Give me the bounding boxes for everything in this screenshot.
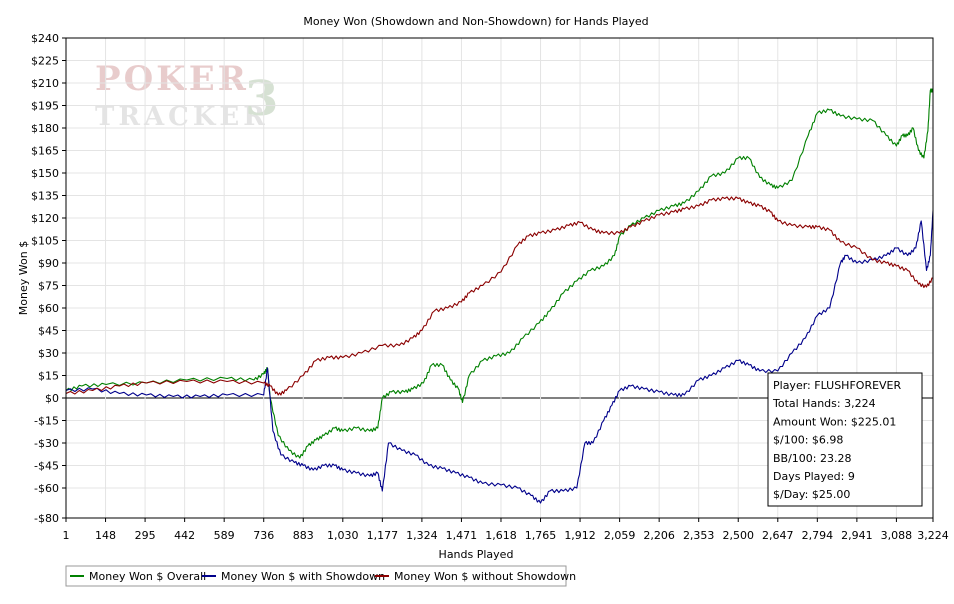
y-axis: -$80 -$60 -$45 -$30 -$15 $0 $15 $30 $45 $60 $75 $90… [31, 32, 66, 525]
info-line: $/Day: $25.00 [773, 488, 850, 501]
x-tick-label: 2,206 [643, 529, 675, 542]
y-tick-label: -$80 [34, 512, 59, 525]
chart-title: Money Won (Showdown and Non-Showdown) fo… [303, 15, 648, 28]
x-tick-label: 3,088 [881, 529, 913, 542]
svg-text:POKER: POKER [95, 59, 249, 99]
x-tick-label: 1,912 [564, 529, 596, 542]
y-tick-label: $135 [31, 190, 59, 203]
y-tick-label: $165 [31, 145, 59, 158]
x-tick-label: 1,618 [485, 529, 517, 542]
x-tick-label: 883 [293, 529, 314, 542]
svg-text:TRACKER: TRACKER [95, 102, 269, 132]
x-tick-label: 1,324 [406, 529, 438, 542]
x-tick-label: 2,794 [802, 529, 834, 542]
info-line: Days Played: 9 [773, 470, 855, 483]
x-axis: 1 148 295 442 589 736 883 1,030 1,177 1,324 1,471 1… [63, 518, 949, 542]
x-tick-label: 1,177 [367, 529, 399, 542]
legend: Money Won $ Overall Money Won $ with Show… [65, 565, 576, 587]
x-tick-label: 2,353 [683, 529, 715, 542]
y-tick-label: $105 [31, 235, 59, 248]
info-line: Total Hands: 3,224 [772, 397, 876, 410]
y-tick-label: $180 [31, 122, 59, 135]
player-info-box: Player: FLUSHFOREVER Total Hands: 3,224 Am… [767, 372, 923, 507]
x-tick-label: 2,059 [604, 529, 636, 542]
x-tick-label: 1 [63, 529, 70, 542]
legend-label: Money Won $ Overall [89, 570, 206, 583]
legend-label: Money Won $ without Showdown [394, 570, 576, 583]
x-tick-label: 1,471 [446, 529, 478, 542]
info-line: Amount Won: $225.01 [773, 415, 896, 428]
x-tick-label: 1,765 [525, 529, 557, 542]
x-tick-label: 736 [253, 529, 274, 542]
info-line: BB/100: 23.28 [773, 452, 852, 465]
series-lines [65, 88, 934, 504]
y-axis-label: Money Won $ [17, 241, 30, 315]
y-tick-label: $150 [31, 167, 59, 180]
y-tick-label: -$15 [34, 415, 59, 428]
y-tick-label: $195 [31, 100, 59, 113]
y-tick-label: $120 [31, 212, 59, 225]
y-tick-label: $30 [38, 347, 59, 360]
y-tick-label: $90 [38, 257, 59, 270]
x-tick-label: 3,224 [917, 529, 949, 542]
y-tick-label: $15 [38, 370, 59, 383]
x-tick-label: 2,647 [762, 529, 794, 542]
legend-label: Money Won $ with Showdown [221, 570, 385, 583]
info-line: $/100: $6.98 [773, 434, 843, 447]
y-tick-label: $225 [31, 55, 59, 68]
x-tick-label: 295 [135, 529, 156, 542]
info-line: Player: FLUSHFOREVER [773, 379, 902, 392]
y-tick-label: $0 [45, 392, 59, 405]
y-tick-label: -$45 [34, 460, 59, 473]
x-axis-label: Hands Played [439, 548, 514, 561]
series-line-2 [65, 210, 934, 504]
y-tick-label: $60 [38, 302, 59, 315]
x-tick-label: 589 [214, 529, 235, 542]
y-tick-label: $75 [38, 280, 59, 293]
svg-text:3: 3 [245, 71, 278, 127]
poker-tracker-watermark: POKER TRACKER 3 [95, 59, 278, 132]
x-tick-label: 148 [95, 529, 116, 542]
plot-border [65, 37, 934, 519]
series-line-3 [65, 196, 933, 396]
x-tick-label: 1,030 [327, 529, 359, 542]
x-tick-label: 2,941 [841, 529, 873, 542]
y-tick-label: -$30 [34, 437, 59, 450]
y-tick-label: $210 [31, 77, 59, 90]
y-tick-label: $240 [31, 32, 59, 45]
x-tick-label: 442 [174, 529, 195, 542]
series-line-1 [65, 88, 934, 459]
x-tick-label: 2,500 [722, 529, 754, 542]
y-tick-label: -$60 [34, 482, 59, 495]
y-tick-label: $45 [38, 325, 59, 338]
